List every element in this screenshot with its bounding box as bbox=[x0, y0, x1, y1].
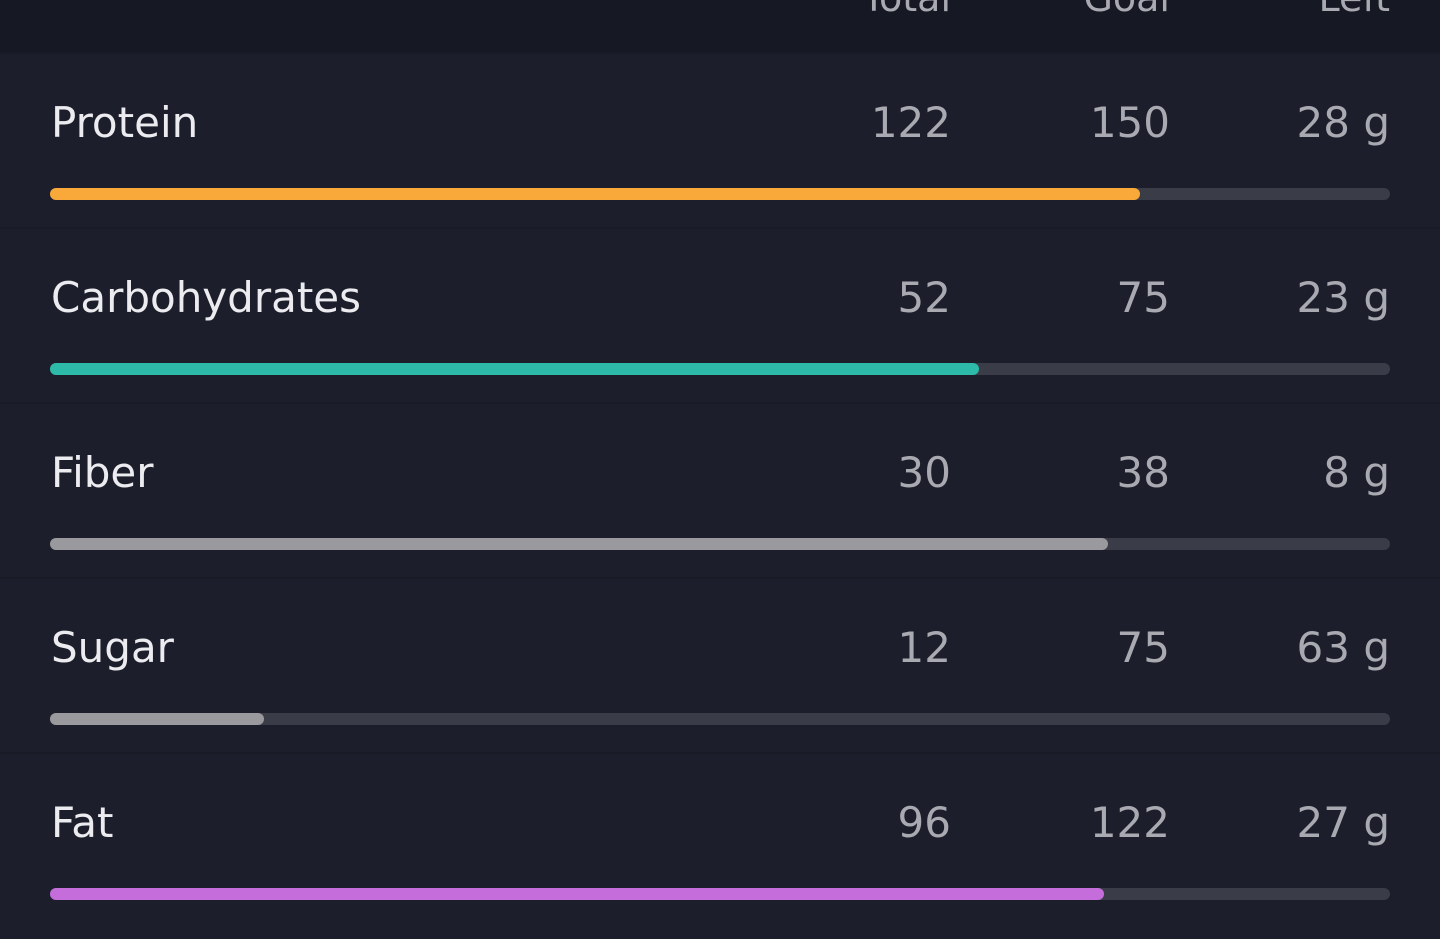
total-value: 122 bbox=[870, 98, 951, 147]
column-header: Goal bbox=[970, 0, 1170, 20]
progress-track bbox=[50, 713, 1390, 725]
total-value: 12 bbox=[897, 623, 951, 672]
goal-value: 75 bbox=[1116, 623, 1170, 672]
goal-value: 122 bbox=[1089, 798, 1170, 847]
nutrient-name: Fiber bbox=[51, 448, 154, 497]
nutrient-row: Protein 122 150 28 g bbox=[0, 52, 1440, 227]
progress-fill bbox=[50, 363, 980, 375]
nutrient-row: Fiber 30 38 8 g bbox=[0, 402, 1440, 577]
progress-track bbox=[50, 538, 1390, 550]
goal-value: 75 bbox=[1116, 273, 1170, 322]
total-value: 52 bbox=[897, 273, 951, 322]
left-value: 8 g bbox=[1323, 448, 1390, 497]
nutrient-row: Carbohydrates 52 75 23 g bbox=[0, 227, 1440, 402]
progress-track bbox=[50, 188, 1390, 200]
goal-value: 150 bbox=[1089, 98, 1170, 147]
nutrient-name: Sugar bbox=[51, 623, 174, 672]
total-value: 30 bbox=[897, 448, 951, 497]
nutrient-row: Sugar 12 75 63 g bbox=[0, 577, 1440, 752]
progress-fill bbox=[50, 888, 1105, 900]
nutrient-name: Protein bbox=[51, 98, 199, 147]
left-value: 27 g bbox=[1296, 798, 1390, 847]
left-value: 23 g bbox=[1296, 273, 1390, 322]
left-value: 28 g bbox=[1296, 98, 1390, 147]
progress-fill bbox=[50, 713, 265, 725]
progress-fill bbox=[50, 188, 1140, 200]
column-header: Total bbox=[751, 0, 951, 20]
nutrient-row: Fat 96 122 27 g bbox=[0, 752, 1440, 927]
left-value: 63 g bbox=[1296, 623, 1390, 672]
goal-value: 38 bbox=[1116, 448, 1170, 497]
progress-fill bbox=[50, 538, 1108, 550]
total-value: 96 bbox=[897, 798, 951, 847]
table-header: Total Goal Left bbox=[0, 0, 1440, 52]
progress-track bbox=[50, 363, 1390, 375]
nutrient-name: Fat bbox=[51, 798, 114, 847]
nutrient-name: Carbohydrates bbox=[51, 273, 362, 322]
progress-track bbox=[50, 888, 1390, 900]
column-header: Left bbox=[1190, 0, 1391, 20]
